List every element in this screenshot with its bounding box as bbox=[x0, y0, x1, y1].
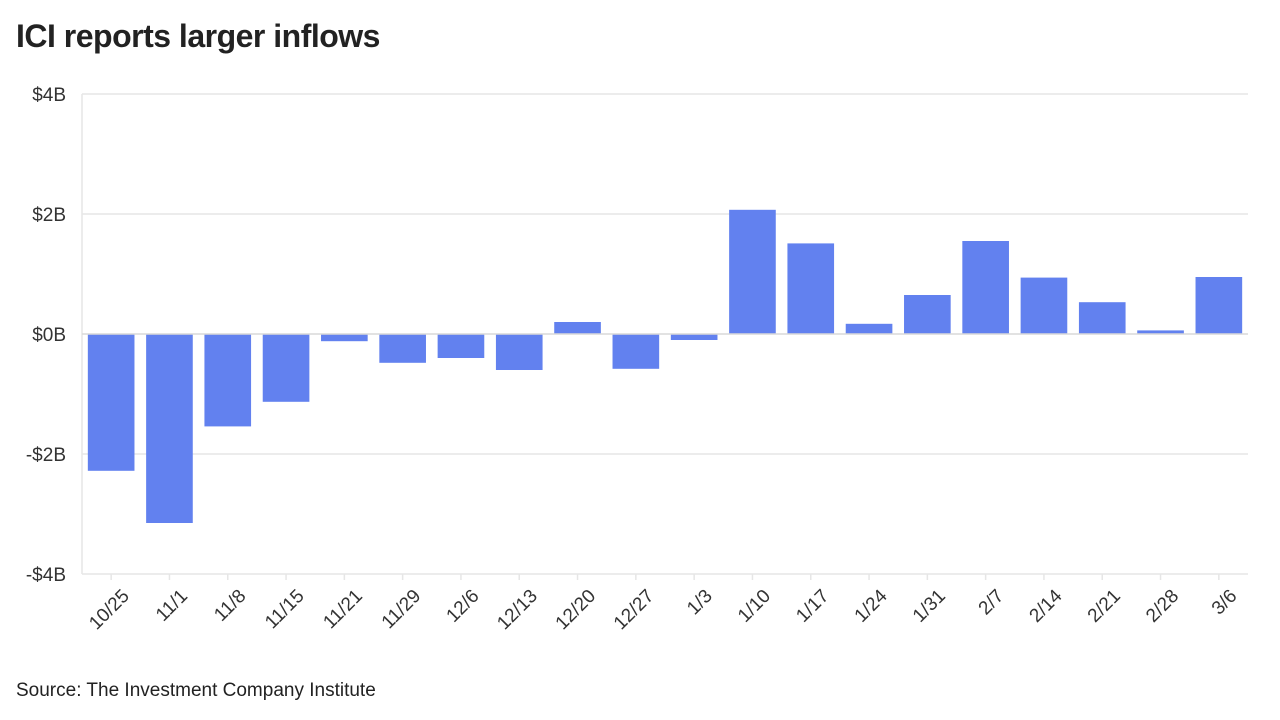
x-tick-label: 11/29 bbox=[378, 586, 425, 633]
bar-11-21 bbox=[321, 334, 368, 342]
x-tick-label: 11/8 bbox=[210, 586, 250, 626]
y-axis-ticks: $4B $2B $0B -$2B -$4B bbox=[26, 85, 66, 586]
x-tick-label: 10/25 bbox=[85, 586, 133, 634]
y-tick-label: $2B bbox=[32, 205, 66, 226]
x-tick-label: 12/13 bbox=[493, 586, 541, 634]
bar-1-31 bbox=[904, 295, 951, 334]
bar-chart: $4B$2B$0B-$2B-$4B 10/25 11/1 11/8 11/15 11/2… bbox=[26, 85, 1248, 634]
bar-12-27 bbox=[612, 334, 660, 369]
bar-1-10 bbox=[729, 209, 776, 334]
bar-1-17 bbox=[787, 243, 835, 334]
x-tick-label: 2/28 bbox=[1142, 586, 1183, 627]
x-tick-label: 3/6 bbox=[1208, 586, 1242, 620]
bar-11-29 bbox=[379, 334, 426, 363]
x-tick-label: 1/31 bbox=[909, 586, 950, 627]
bar-2-21 bbox=[1078, 302, 1126, 334]
chart-title: ICI reports larger inflows bbox=[16, 18, 380, 54]
y-tick-label: $4B bbox=[32, 85, 66, 106]
bar-11-8 bbox=[204, 334, 252, 427]
x-tick-label: 11/1 bbox=[152, 586, 192, 626]
bar-2-7 bbox=[962, 241, 1009, 334]
x-tick-label: 12/6 bbox=[443, 586, 484, 627]
bars bbox=[87, 209, 1243, 523]
bar-1-24 bbox=[845, 323, 893, 334]
x-tick-label: 12/20 bbox=[552, 586, 600, 634]
y-tick-label: -$4B bbox=[26, 565, 66, 586]
bar-2-14 bbox=[1020, 277, 1068, 334]
bar-12-20 bbox=[554, 322, 601, 334]
y-tick-label: $0B bbox=[32, 325, 66, 346]
bar-11-15 bbox=[262, 334, 310, 402]
bar-12-6 bbox=[437, 334, 485, 358]
y-tick-label: -$2B bbox=[26, 445, 66, 466]
x-tick-label: 2/21 bbox=[1084, 586, 1125, 627]
x-tick-label: 2/7 bbox=[975, 586, 1009, 620]
x-tick-label: 11/21 bbox=[319, 586, 366, 633]
bar-2-28 bbox=[1137, 330, 1184, 334]
x-tick-label: 1/24 bbox=[851, 585, 892, 626]
gridlines bbox=[81, 93, 1248, 575]
bar-3-6 bbox=[1195, 277, 1243, 334]
x-axis-ticks: 10/25 11/1 11/8 11/15 11/21 11/29 12/6 12/13 12/… bbox=[85, 574, 1241, 634]
source-note: Source: The Investment Company Institute bbox=[16, 680, 376, 701]
bar-1-3 bbox=[670, 334, 718, 340]
x-tick-label: 1/17 bbox=[792, 586, 833, 627]
bar-10-25 bbox=[87, 334, 135, 471]
x-tick-label: 12/27 bbox=[610, 586, 658, 634]
x-tick-label: 2/14 bbox=[1026, 585, 1067, 626]
x-tick-label: 1/3 bbox=[683, 586, 717, 620]
x-tick-label: 11/15 bbox=[261, 586, 308, 633]
bar-12-13 bbox=[495, 334, 543, 370]
x-tick-label: 1/10 bbox=[734, 586, 775, 627]
bar-11-1 bbox=[146, 334, 193, 523]
